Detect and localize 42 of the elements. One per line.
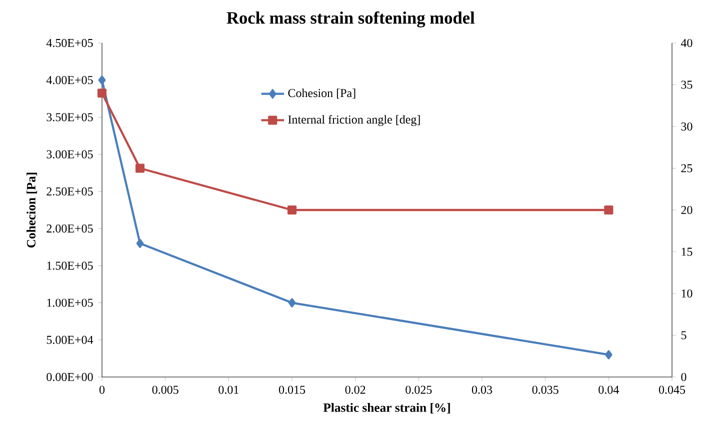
y2-tick-label: 5 — [681, 331, 686, 340]
point — [605, 350, 612, 360]
point — [288, 298, 296, 308]
y-tick-label: 3.50E+05 — [46, 113, 93, 122]
y2-tick-label: 10 — [682, 289, 692, 298]
x-tick-label: 0.005 — [152, 386, 178, 394]
y-tick-label: 3.00E+05 — [46, 150, 93, 158]
y2-tick-label: 0 — [681, 372, 686, 382]
y2-tick-label: 40 — [680, 38, 692, 48]
y2-tick-label: 15 — [682, 248, 692, 256]
point — [287, 205, 297, 215]
y2-tick-label: 20 — [681, 206, 692, 214]
point — [135, 164, 145, 173]
y-tick-label: 4.50E+05 — [46, 38, 93, 48]
x-tick-label: 0.01 — [218, 386, 238, 394]
y2-tick-label: 35 — [681, 80, 692, 89]
x-tick-label: 0.015 — [278, 386, 306, 394]
chart-title: Rock mass strain softening model — [226, 11, 475, 28]
y2-tick-label: 30 — [681, 122, 692, 131]
y-axis-title: Cohecion [Pa] — [26, 172, 38, 248]
y-tick-label: 2.50E+05 — [46, 187, 93, 196]
x-tick-label: 0.03 — [472, 386, 492, 394]
legend-label: Cohesion [Pa] — [288, 88, 356, 99]
point — [97, 88, 107, 98]
y-tick-label: 2.00E+05 — [46, 224, 93, 233]
y-tick-label: 1.50E+05 — [47, 262, 93, 270]
legend-label: Internal friction angle [deg] — [288, 115, 420, 126]
y2-tick-label: 25 — [681, 164, 692, 172]
y-tick-label: 4.00E+05 — [46, 76, 93, 84]
x-tick-label: 0.025 — [406, 386, 432, 394]
point — [604, 205, 614, 215]
x-tick-label: 0.02 — [345, 386, 366, 394]
x-tick-label: 0.035 — [532, 386, 558, 394]
y-tick-label: 0.00E+00 — [46, 372, 93, 382]
x-tick-label: 0 — [99, 386, 105, 394]
point — [136, 238, 144, 248]
y-tick-label: 5.00E+04 — [46, 336, 94, 344]
x-axis-title: Plastic shear strain [%] — [323, 403, 450, 414]
x-tick-label: 0.045 — [658, 386, 686, 394]
point — [98, 76, 106, 85]
x-tick-label: 0.04 — [598, 386, 619, 394]
y-tick-label: 1.00E+05 — [47, 298, 93, 307]
